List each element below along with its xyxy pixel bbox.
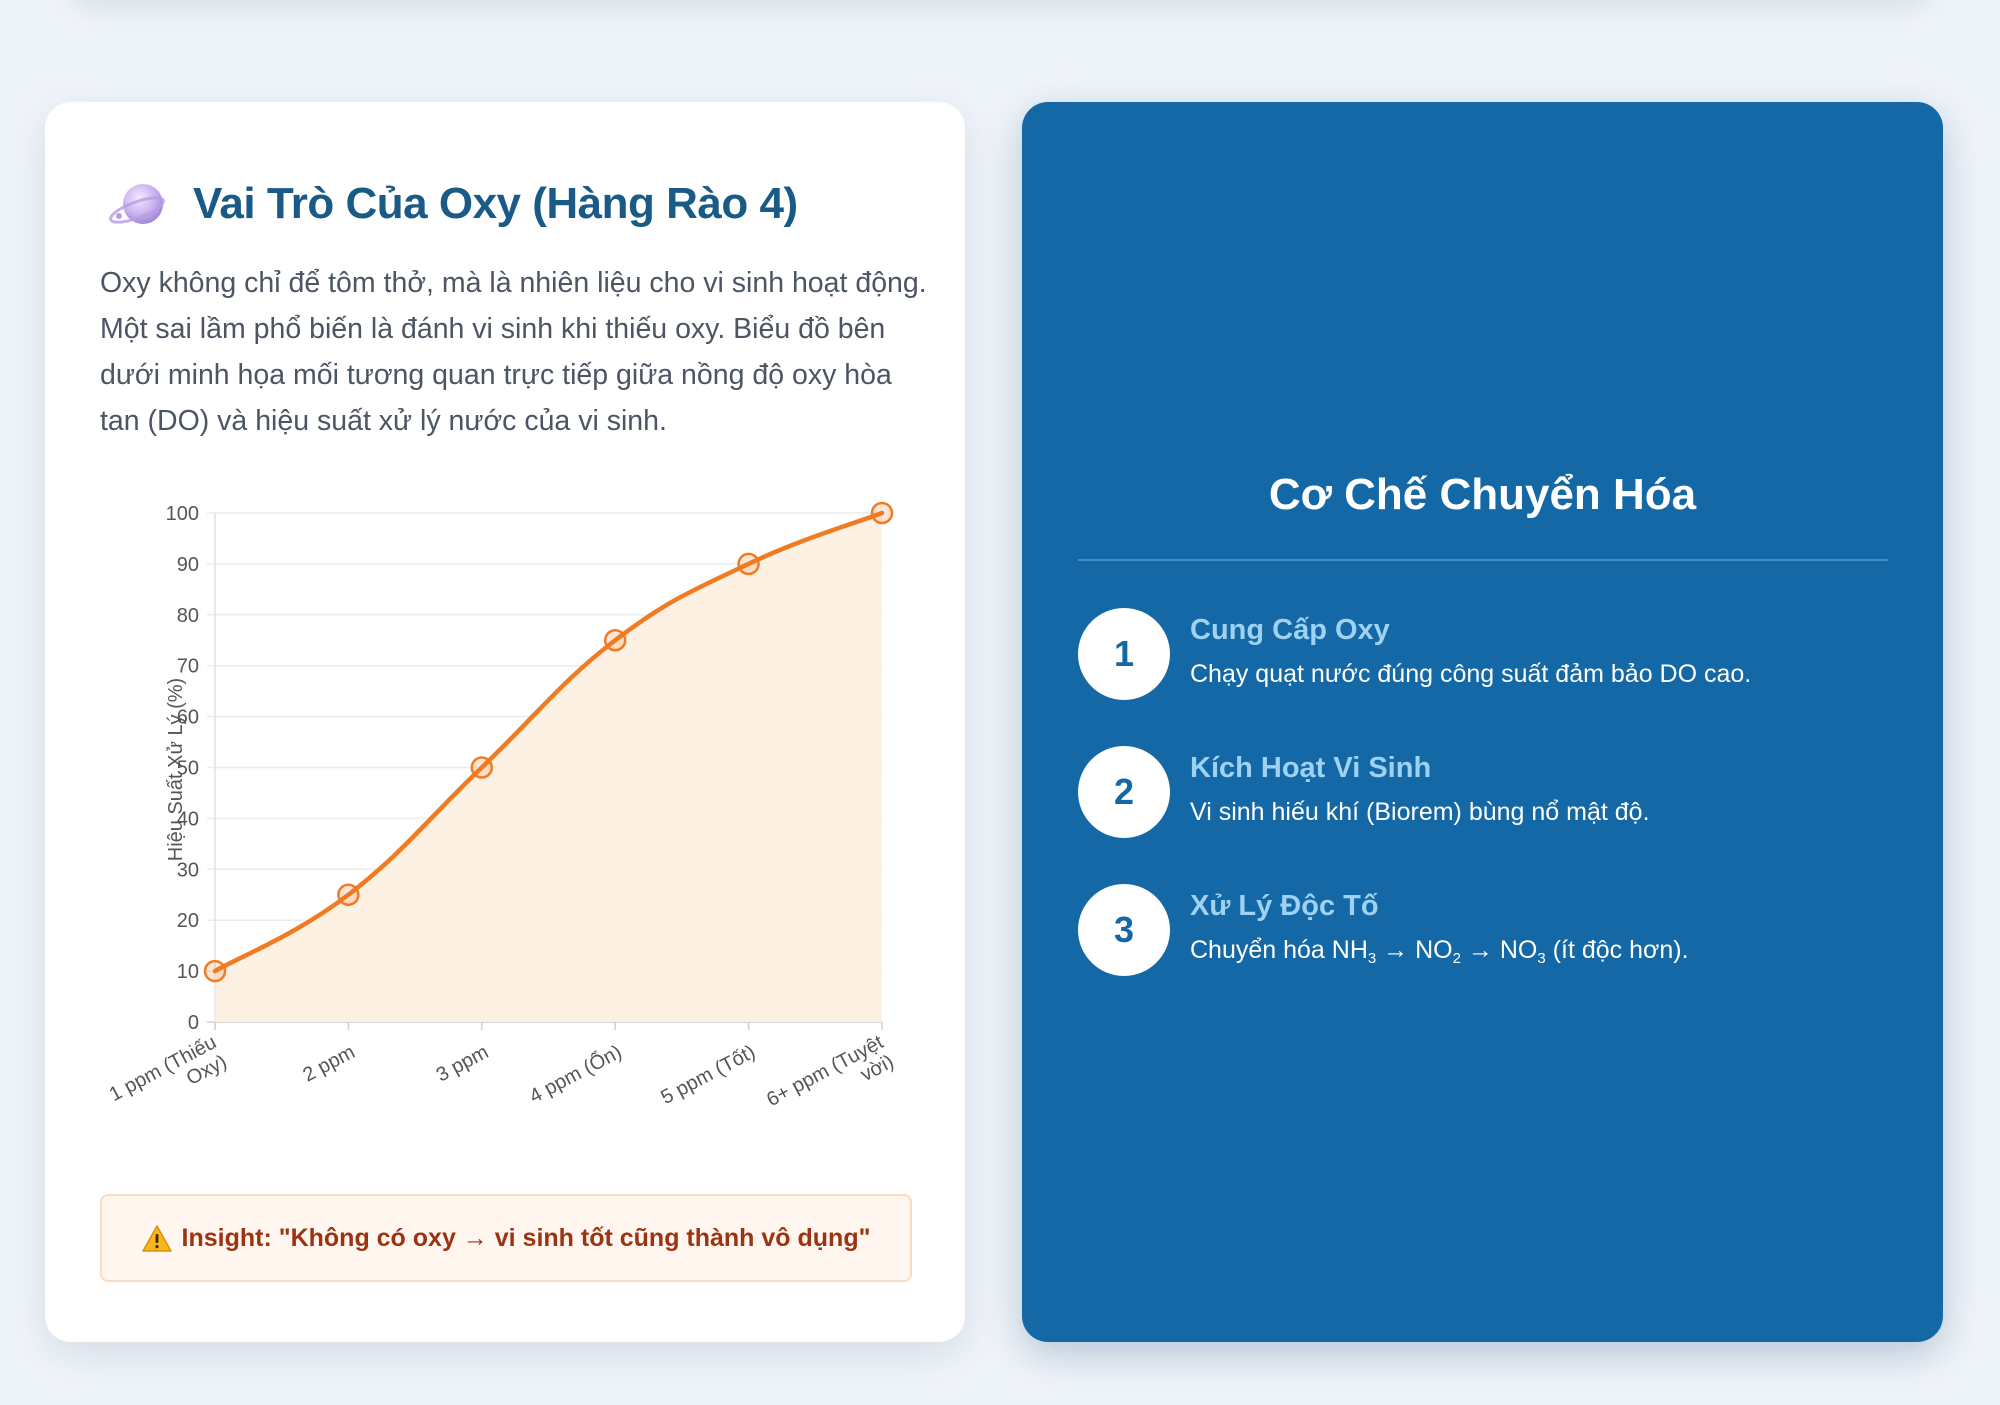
- svg-text:6+ ppm (Tuyệtvời): 6+ ppm (Tuyệtvời): [763, 1031, 898, 1131]
- x-tick-label: 3 ppm: [433, 1041, 492, 1087]
- step-description: Chạy quạt nước đúng công suất đảm bảo DO…: [1190, 660, 1752, 688]
- x-tick-label: 2 ppm: [299, 1041, 358, 1087]
- x-tick-label: 5 ppm (Tốt): [657, 1041, 759, 1109]
- y-tick-label: 0: [188, 1012, 199, 1034]
- y-axis-label: Hiệu Suất Xử Lý (%): [165, 678, 187, 861]
- step-number-badge: 2: [1078, 746, 1170, 838]
- svg-text:3 ppm: 3 ppm: [433, 1041, 492, 1087]
- planet-icon: [109, 184, 165, 224]
- oxygen-role-card: Vai Trò Của Oxy (Hàng Rào 4) Oxy không c…: [45, 102, 965, 1342]
- svg-text:5 ppm (Tốt): 5 ppm (Tốt): [657, 1041, 759, 1109]
- step-number-badge: 3: [1078, 884, 1170, 976]
- y-tick-label: 100: [166, 503, 199, 525]
- intro-paragraph: Oxy không chỉ để tôm thở, mà là nhiên li…: [100, 267, 927, 437]
- data-point: [470, 756, 494, 779]
- panel-title: Cơ Chế Chuyển Hóa: [1268, 470, 1697, 519]
- oxygen-efficiency-chart: 0 10 20 30 40 50 60 70 80 90 100 1 ppm (ThiếuOxy) 2…: [106, 501, 898, 1131]
- y-tick-label: 50: [177, 758, 199, 780]
- step-title: Xử Lý Độc Tố: [1190, 890, 1379, 922]
- x-tick-label: 1 ppm (ThiếuOxy): [106, 1031, 231, 1125]
- y-axis-ticks: 0 10 20 30 40 50 60 70 80 90 100: [166, 503, 199, 1034]
- step-description: Vi sinh hiếu khí (Biorem) bùng nổ mật độ…: [1190, 798, 1650, 826]
- step-title: Kích Hoạt Vi Sinh: [1190, 752, 1432, 784]
- y-tick-label: 70: [177, 656, 199, 678]
- data-point: [203, 959, 227, 983]
- step-number-badge: 1: [1078, 608, 1170, 700]
- card-heading: Vai Trò Của Oxy (Hàng Rào 4): [103, 168, 798, 240]
- mechanism-panel: Cơ Chế Chuyển Hóa 1 Cung Cấp Oxy Chạy qu…: [1022, 102, 1943, 1342]
- step-2: 2 Kích Hoạt Vi Sinh Vi sinh hiếu khí (Bi…: [1078, 746, 1898, 838]
- panel-divider: [1078, 559, 1888, 561]
- x-tick-label: 4 ppm (Ổn): [525, 1039, 626, 1108]
- y-tick-label: 20: [177, 910, 199, 932]
- step-title: Cung Cấp Oxy: [1190, 614, 1390, 646]
- y-tick-label: 80: [177, 605, 199, 627]
- y-tick-label: 40: [177, 808, 199, 830]
- series-area: [215, 513, 882, 1022]
- x-tick-label: 6+ ppm (Tuyệtvời): [763, 1031, 898, 1131]
- data-point: [603, 629, 627, 652]
- svg-text:4 ppm (Ổn): 4 ppm (Ổn): [525, 1039, 626, 1108]
- data-point: [870, 501, 894, 525]
- svg-text:1 ppm (ThiếuOxy): 1 ppm (ThiếuOxy): [106, 1031, 231, 1125]
- step-3: 3 Xử Lý Độc Tố Chuyển hóa NH3 → NO2 → NO…: [1078, 884, 1898, 976]
- warning-icon: [141, 1224, 172, 1252]
- y-tick-label: 10: [177, 961, 199, 983]
- x-axis-ticks: 1 ppm (ThiếuOxy) 2 ppm 3 ppm 4 ppm (Ổn) 5 pp…: [106, 1031, 898, 1131]
- data-point: [737, 552, 760, 576]
- series-line: [212, 510, 885, 974]
- y-tick-label: 60: [177, 707, 199, 729]
- insight-box: Insight: "Không có oxy → vi sinh tốt cũn…: [100, 1194, 912, 1282]
- svg-text:2 ppm: 2 ppm: [299, 1041, 358, 1087]
- step-1: 1 Cung Cấp Oxy Chạy quạt nước đúng công …: [1078, 608, 1898, 700]
- y-tick-label: 30: [177, 859, 199, 881]
- insight-text: Insight: "Không có oxy → vi sinh tốt cũn…: [181, 1223, 871, 1252]
- data-point: [337, 883, 360, 906]
- step-description: Chuyển hóa NH3 → NO2 → NO3 (ít độc hơn).: [1190, 936, 1689, 967]
- card-title: Vai Trò Của Oxy (Hàng Rào 4): [193, 179, 798, 228]
- data-points: [203, 501, 894, 983]
- y-tick-label: 90: [177, 554, 199, 576]
